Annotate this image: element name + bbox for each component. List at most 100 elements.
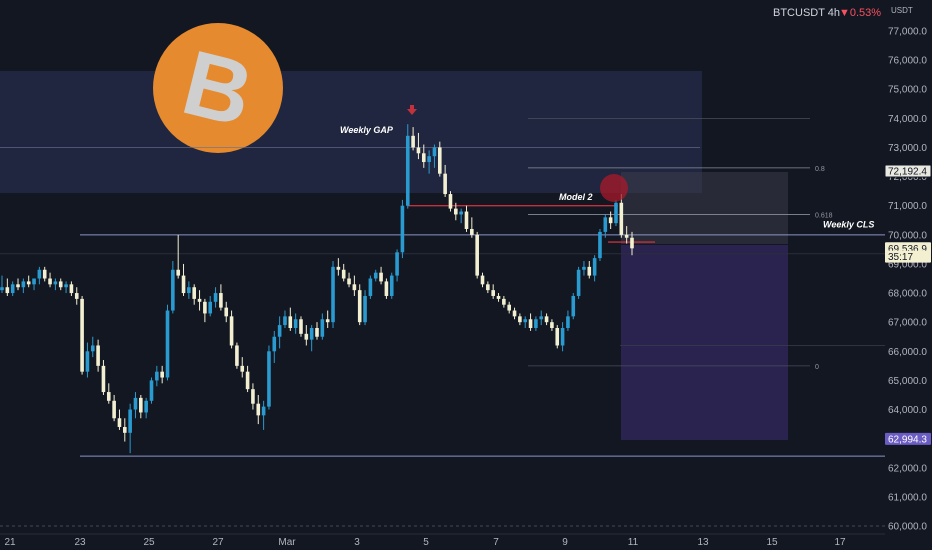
candle	[219, 284, 223, 311]
candle	[101, 360, 106, 395]
candle	[534, 316, 538, 331]
x-tick-label: 5	[423, 537, 429, 548]
candle	[251, 383, 255, 410]
y-tick-label: 66,000.0	[888, 347, 927, 358]
levels-layer	[0, 117, 885, 527]
candle	[277, 316, 282, 349]
candle-body	[267, 351, 271, 407]
x-tick-label: 13	[697, 537, 709, 548]
candle-body	[507, 304, 512, 311]
candle	[155, 365, 159, 387]
candle-body	[149, 380, 154, 401]
candle-body	[155, 371, 159, 381]
candle	[315, 322, 319, 340]
candle-body	[26, 281, 31, 285]
candle	[566, 310, 570, 331]
candle-body	[128, 409, 132, 433]
x-tick-label: 9	[562, 537, 568, 548]
candle-body	[315, 328, 319, 337]
candle	[85, 342, 90, 378]
candle-body	[283, 316, 287, 326]
candle	[475, 231, 479, 279]
candle-body	[608, 217, 613, 224]
candle	[624, 226, 629, 244]
candle	[144, 397, 148, 419]
price-label-text: 69,536.9	[888, 244, 927, 255]
price-label-box	[885, 432, 931, 445]
candle	[480, 272, 485, 288]
candle	[560, 322, 565, 352]
candle	[603, 214, 608, 238]
x-tick-label: 25	[143, 537, 155, 548]
candle-body	[400, 205, 405, 253]
candle	[176, 234, 180, 279]
candle	[341, 263, 346, 282]
candle	[197, 290, 202, 311]
candle-body	[256, 403, 261, 416]
candle-body	[117, 418, 122, 427]
candle	[614, 199, 618, 227]
candle-body	[405, 135, 410, 206]
candle-body	[491, 290, 495, 296]
price-label-text: 72,192.4	[888, 166, 927, 177]
symbol-label[interactable]: BTCUSDT 4h	[773, 7, 841, 19]
candle-body	[464, 211, 469, 229]
candle-body	[0, 287, 4, 291]
candle	[347, 272, 351, 288]
fib-level-label: 0	[815, 364, 819, 371]
candle	[384, 278, 389, 299]
candle-body	[181, 275, 186, 294]
candle	[48, 272, 52, 288]
candle	[550, 319, 554, 331]
candle-body	[171, 269, 175, 311]
candle	[507, 301, 512, 314]
candle	[245, 365, 250, 393]
candle	[208, 295, 213, 317]
candle	[357, 284, 362, 326]
x-tick-label: 7	[493, 537, 499, 548]
arrow-down-icon	[407, 105, 417, 115]
weekly-cls-label: Weekly CLS	[823, 220, 874, 230]
candle-body	[443, 173, 447, 195]
candle	[10, 281, 15, 296]
candle-body	[122, 427, 127, 433]
candle	[459, 208, 463, 224]
candle-body	[272, 336, 277, 352]
candle-body	[96, 345, 100, 366]
candle-body	[432, 147, 437, 157]
top-fib-label: 72,192.4	[884, 164, 932, 178]
x-tick-label: 21	[4, 537, 16, 548]
candle	[58, 278, 63, 291]
candle	[293, 313, 298, 334]
candle-body	[437, 147, 442, 174]
y-tick-label: 74,000.0	[888, 114, 927, 125]
candle	[379, 266, 383, 285]
candle	[464, 205, 469, 232]
y-tick-label: 62,000.0	[888, 463, 927, 474]
candle	[256, 394, 261, 425]
candle-body	[470, 229, 474, 235]
time-axis[interactable]: 21 23 25 27 Mar 3 5 7 9 11 13 15 17	[0, 533, 885, 548]
candle	[90, 336, 95, 358]
x-tick-label: Mar	[278, 537, 296, 548]
candle	[304, 325, 309, 346]
currency-label[interactable]: USDT	[891, 6, 913, 15]
y-tick-label: 70,000.0	[888, 230, 927, 241]
candle-body	[550, 322, 554, 328]
candle-body	[523, 319, 528, 323]
candle-body	[293, 319, 298, 328]
candle-body	[197, 298, 202, 302]
candle	[432, 144, 437, 168]
y-tick-label: 60,000.0	[888, 522, 927, 533]
candle-body	[192, 287, 197, 299]
y-tick-label: 67,000.0	[888, 318, 927, 329]
target-zone	[621, 245, 788, 440]
candle	[491, 284, 495, 299]
candle-body	[427, 156, 431, 163]
candle	[437, 141, 442, 177]
candle	[203, 298, 207, 323]
candle	[299, 316, 303, 337]
y-tick-label: 61,000.0	[888, 492, 927, 503]
price-axis[interactable]: 60,000.061,000.062,000.063,000.064,000.0…	[888, 27, 927, 533]
